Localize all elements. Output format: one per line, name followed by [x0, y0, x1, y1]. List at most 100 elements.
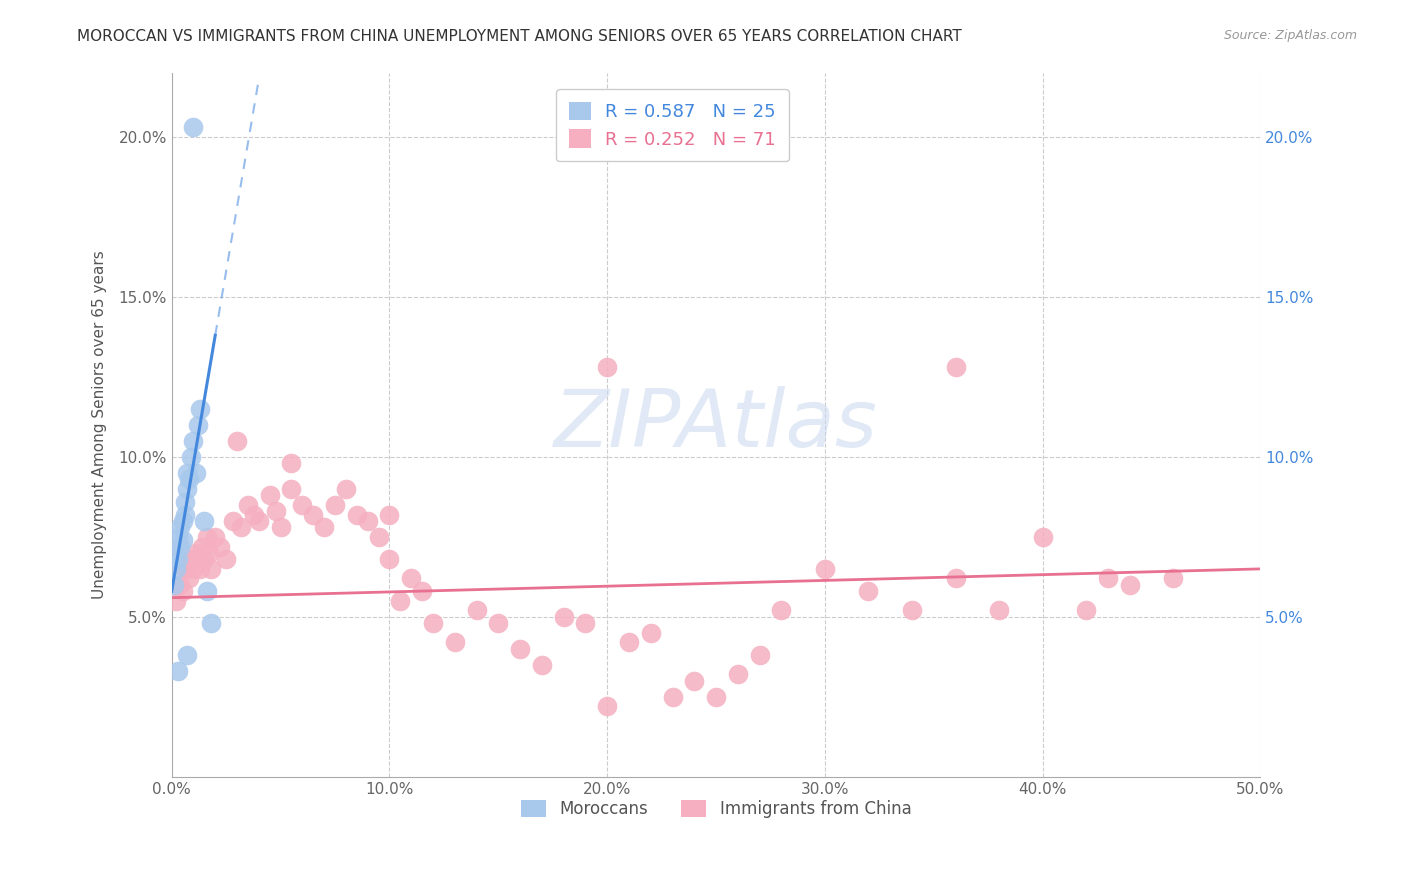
Point — [661, 690, 683, 704]
Point — [411, 584, 433, 599]
Point — [280, 456, 302, 470]
Point — [1076, 603, 1098, 617]
Point — [314, 520, 336, 534]
Point — [183, 120, 205, 135]
Point — [247, 514, 270, 528]
Point — [169, 540, 191, 554]
Point — [617, 635, 640, 649]
Point — [335, 482, 357, 496]
Point — [356, 514, 378, 528]
Point — [172, 514, 194, 528]
Point — [184, 466, 207, 480]
Point — [197, 546, 219, 560]
Point — [1163, 572, 1185, 586]
Point — [323, 498, 346, 512]
Point — [193, 552, 215, 566]
Point — [389, 594, 412, 608]
Text: MOROCCAN VS IMMIGRANTS FROM CHINA UNEMPLOYMENT AMONG SENIORS OVER 65 YEARS CORRE: MOROCCAN VS IMMIGRANTS FROM CHINA UNEMPL… — [77, 29, 962, 45]
Point — [176, 648, 198, 663]
Point — [399, 572, 422, 586]
Point — [183, 562, 205, 576]
Point — [231, 520, 253, 534]
Point — [378, 508, 401, 522]
Point — [172, 584, 194, 599]
Point — [596, 699, 619, 714]
Point — [1032, 530, 1054, 544]
Point — [191, 540, 214, 554]
Point — [204, 530, 226, 544]
Point — [574, 616, 596, 631]
Point — [704, 690, 727, 704]
Point — [195, 530, 218, 544]
Point — [1119, 578, 1142, 592]
Point — [176, 482, 198, 496]
Point — [291, 498, 314, 512]
Point — [173, 562, 195, 576]
Point — [945, 360, 967, 375]
Point — [215, 552, 238, 566]
Point — [814, 562, 837, 576]
Point — [486, 616, 509, 631]
Point — [443, 635, 465, 649]
Point — [180, 552, 202, 566]
Point — [208, 540, 231, 554]
Point — [195, 584, 218, 599]
Point — [188, 401, 211, 416]
Point — [683, 673, 706, 688]
Point — [509, 641, 531, 656]
Point — [378, 552, 401, 566]
Point — [193, 514, 215, 528]
Point — [988, 603, 1011, 617]
Point — [163, 578, 186, 592]
Point — [177, 572, 200, 586]
Point — [422, 616, 444, 631]
Point — [169, 578, 191, 592]
Point — [640, 626, 662, 640]
Point — [200, 562, 222, 576]
Point — [187, 552, 209, 566]
Point — [169, 520, 191, 534]
Point — [727, 667, 749, 681]
Point — [858, 584, 880, 599]
Point — [264, 504, 287, 518]
Point — [259, 488, 281, 502]
Point — [165, 594, 187, 608]
Legend: Moroccans, Immigrants from China: Moroccans, Immigrants from China — [515, 793, 918, 825]
Point — [280, 482, 302, 496]
Point — [596, 360, 619, 375]
Point — [236, 498, 259, 512]
Point — [346, 508, 368, 522]
Point — [530, 657, 553, 672]
Point — [901, 603, 924, 617]
Point — [221, 514, 243, 528]
Point — [770, 603, 793, 617]
Point — [173, 508, 195, 522]
Text: Source: ZipAtlas.com: Source: ZipAtlas.com — [1223, 29, 1357, 43]
Point — [165, 546, 187, 560]
Point — [187, 417, 209, 432]
Point — [177, 472, 200, 486]
Point — [167, 530, 190, 544]
Point — [180, 450, 202, 464]
Point — [172, 533, 194, 547]
Point — [167, 552, 190, 566]
Point — [367, 530, 389, 544]
Point — [188, 562, 211, 576]
Point — [165, 562, 187, 576]
Y-axis label: Unemployment Among Seniors over 65 years: Unemployment Among Seniors over 65 years — [93, 251, 107, 599]
Point — [553, 610, 575, 624]
Text: ZIPAtlas: ZIPAtlas — [554, 386, 877, 464]
Point — [183, 434, 205, 448]
Point — [173, 494, 195, 508]
Point — [200, 616, 222, 631]
Point — [167, 665, 190, 679]
Point — [945, 572, 967, 586]
Point — [226, 434, 249, 448]
Point — [184, 546, 207, 560]
Point — [302, 508, 325, 522]
Point — [243, 508, 266, 522]
Point — [465, 603, 488, 617]
Point — [1097, 572, 1119, 586]
Point — [176, 466, 198, 480]
Point — [748, 648, 770, 663]
